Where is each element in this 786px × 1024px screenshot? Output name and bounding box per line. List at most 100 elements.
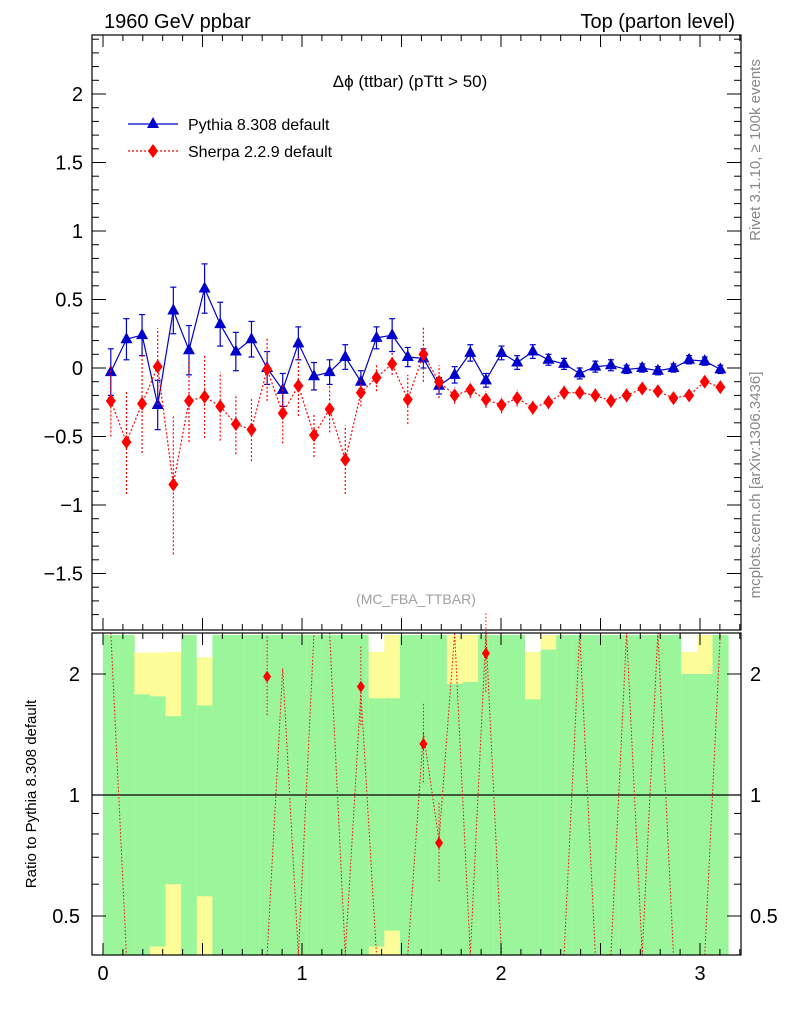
sherpa-point xyxy=(340,452,351,467)
pythia-point xyxy=(229,344,242,356)
ratio-band-green xyxy=(696,673,713,955)
sherpa-ratio-line xyxy=(563,632,581,956)
pythia-point xyxy=(573,366,586,378)
x-tick-label: 2 xyxy=(495,963,506,985)
sherpa-point xyxy=(652,384,663,399)
rivet-label: Rivet 3.1.10, ≥ 100k events xyxy=(747,59,764,241)
legend-marker-pythia xyxy=(147,117,159,128)
sherpa-point xyxy=(355,385,366,400)
pythia-point xyxy=(714,362,727,374)
pythia-point xyxy=(339,350,352,362)
sherpa-point xyxy=(527,400,538,415)
sherpa-ratio-line xyxy=(579,632,596,956)
x-tick-label: 1 xyxy=(296,963,307,985)
sherpa-point xyxy=(480,392,491,407)
header-right: Top (parton level) xyxy=(580,11,735,33)
sherpa-point xyxy=(496,397,507,412)
ratio-band-gap xyxy=(524,633,542,652)
legend-label-sherpa: Sherpa 2.2.9 default xyxy=(188,144,333,161)
pythia-point xyxy=(198,281,211,293)
pythia-point xyxy=(245,332,258,344)
sherpa-series-line xyxy=(110,352,721,485)
main-plot-axes: −1.5 −1 −0.5 0 0.5 1 1.5 2 xyxy=(44,35,741,630)
pythia-point xyxy=(464,345,477,357)
sherpa-point xyxy=(308,428,319,443)
ratio-band-gap xyxy=(681,633,698,652)
sherpa-point xyxy=(559,385,570,400)
y-tick-label: 1.5 xyxy=(55,153,83,175)
y-tick-label: −1.5 xyxy=(44,564,83,586)
pythia-point xyxy=(307,369,320,381)
pythia-point xyxy=(667,361,680,372)
pythia-point xyxy=(542,352,555,364)
sherpa-point xyxy=(121,434,132,449)
pythia-point xyxy=(526,344,539,356)
ratio-band-green xyxy=(524,699,542,955)
sherpa-ratio-point xyxy=(435,836,444,849)
legend-marker-sherpa xyxy=(148,144,158,158)
ratio-band-green xyxy=(134,694,151,955)
sherpa-point xyxy=(684,388,695,403)
y-tick-label: −1 xyxy=(60,495,83,517)
ratio-plot-axes: 0 1 2 3 0.5 0.5 1 1 2 2 xyxy=(52,633,778,985)
sherpa-point xyxy=(402,392,413,407)
plot-title: Δϕ (ttbar) (pTtt > 50) xyxy=(333,72,488,91)
pythia-point xyxy=(620,362,633,374)
pythia-point xyxy=(589,359,602,371)
pythia-point xyxy=(354,374,367,386)
sherpa-ratio-line xyxy=(704,632,721,956)
sherpa-point xyxy=(137,396,148,411)
x-tick-label: 0 xyxy=(97,963,108,985)
sherpa-ratio-point xyxy=(419,737,428,750)
main-plot-marks xyxy=(104,263,727,555)
sherpa-point xyxy=(605,393,616,408)
ratio-marks xyxy=(92,613,741,956)
sherpa-ratio-line xyxy=(454,632,471,956)
pythia-point xyxy=(292,336,305,348)
ratio-band-gap xyxy=(165,633,182,652)
pythia-point xyxy=(386,328,399,340)
sherpa-point xyxy=(105,393,116,408)
pythia-point xyxy=(136,328,149,340)
ratio-y-tick-label-left: 2 xyxy=(69,664,80,686)
sherpa-ratio-line xyxy=(626,632,643,956)
sherpa-ratio-point xyxy=(481,647,490,660)
pythia-point xyxy=(636,361,649,372)
ratio-y-tick-label-right: 1 xyxy=(750,785,761,807)
sherpa-point xyxy=(183,393,194,408)
sherpa-point xyxy=(418,347,429,362)
pythia-point xyxy=(214,317,227,329)
sherpa-ratio-line xyxy=(657,632,674,956)
pythia-point xyxy=(511,355,524,367)
sherpa-ratio-point xyxy=(356,680,365,693)
sherpa-point xyxy=(699,374,710,389)
ratio-band-gap xyxy=(196,633,213,658)
sherpa-point xyxy=(543,395,554,410)
sherpa-point xyxy=(215,399,226,414)
ratio-band-green xyxy=(540,649,557,955)
main-plot-panel: −1.5 −1 −0.5 0 0.5 1 1.5 2 Δϕ (ttbar) (pTtt > 5… xyxy=(44,34,742,631)
y-tick-label: −0.5 xyxy=(44,427,83,449)
x-tick-label: 3 xyxy=(694,963,705,985)
pythia-point xyxy=(448,367,461,379)
ratio-band-green xyxy=(681,673,698,955)
sherpa-ratio-line xyxy=(329,632,346,956)
ratio-band-green xyxy=(446,683,463,955)
sherpa-point xyxy=(715,380,726,395)
pythia-point xyxy=(558,356,571,368)
sherpa-point xyxy=(637,381,648,396)
sherpa-point xyxy=(168,477,179,492)
ratio-y-tick-label-left: 1 xyxy=(69,785,80,807)
ratio-ylabel: Ratio to Pythia 8.308 default xyxy=(23,699,40,888)
sherpa-point xyxy=(512,391,523,406)
ratio-band-green xyxy=(368,698,385,947)
sherpa-point xyxy=(621,388,632,403)
y-tick-label: 0.5 xyxy=(55,290,83,312)
ratio-y-tick-label-right: 2 xyxy=(750,664,761,686)
ratio-y-tick-label-left: 0.5 xyxy=(52,906,80,928)
ratio-band-green xyxy=(149,696,166,947)
sherpa-point xyxy=(277,406,288,421)
sherpa-ratio-point xyxy=(263,670,272,683)
pythia-point xyxy=(120,332,133,344)
sherpa-point xyxy=(574,385,585,400)
